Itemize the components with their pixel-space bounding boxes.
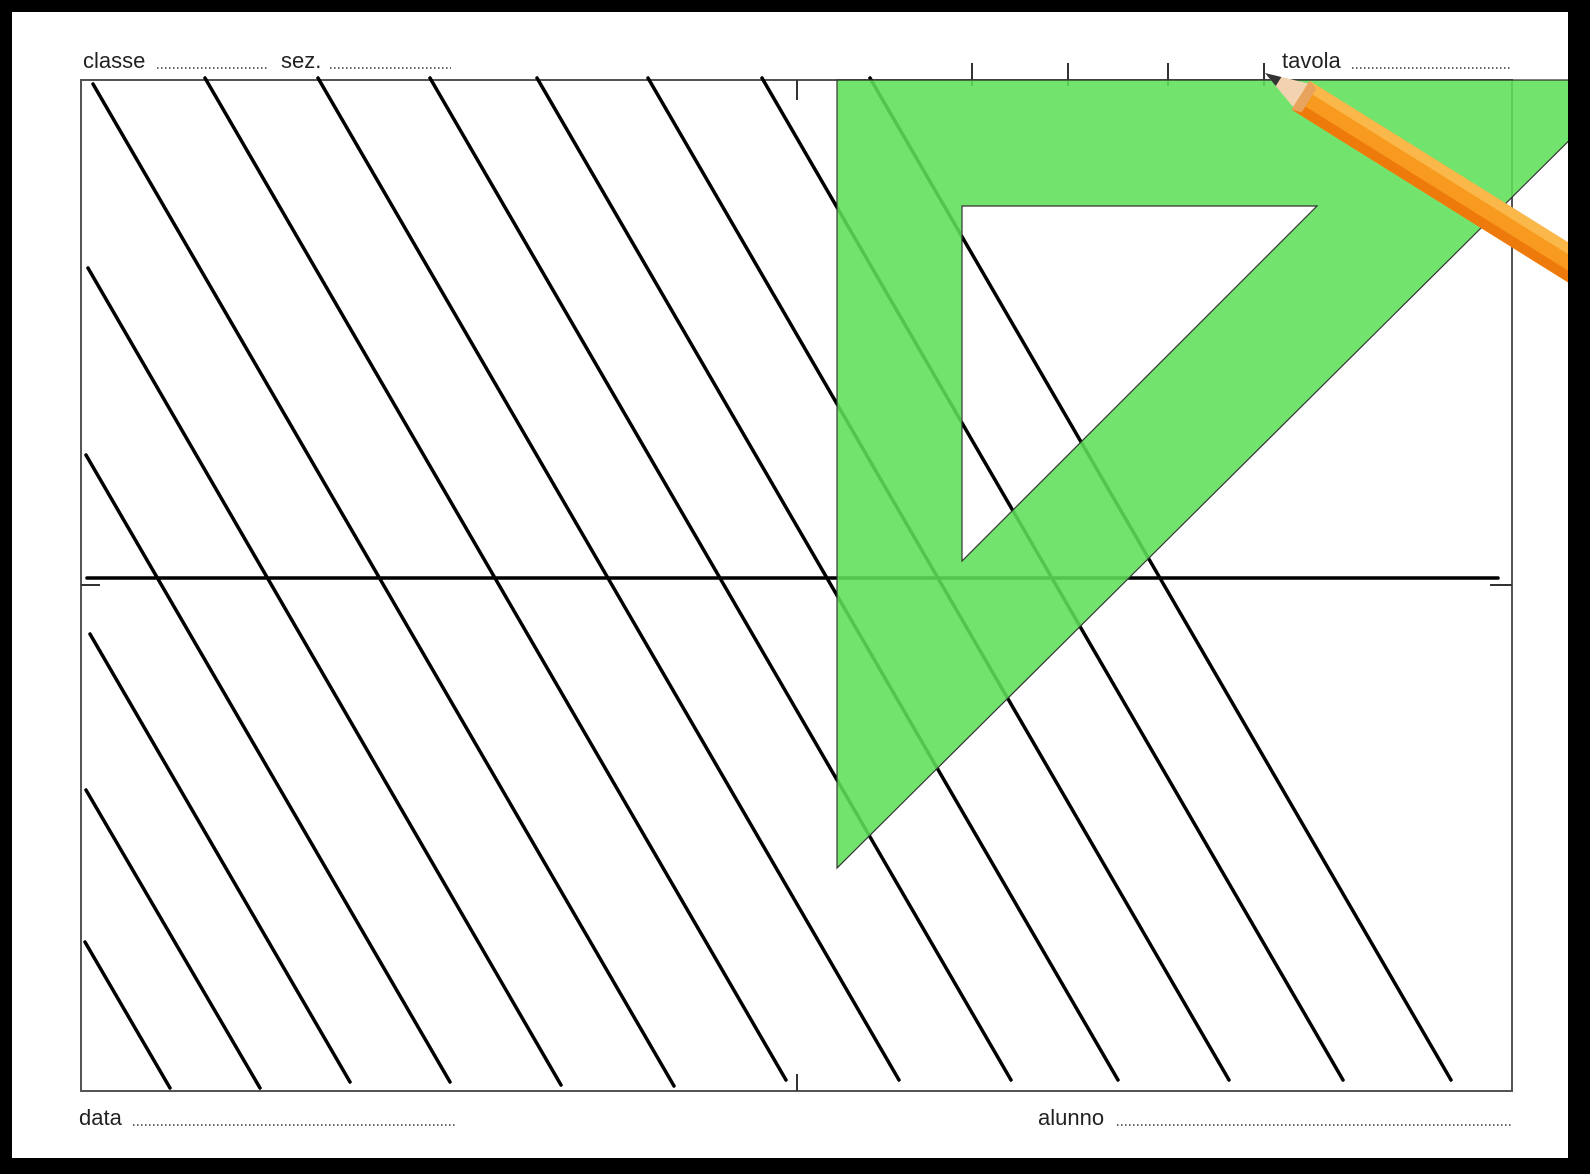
class-label: classe	[83, 48, 145, 73]
worksheet: classe sez. tavola data alunno	[0, 0, 1590, 1174]
page: classe sez. tavola data alunno	[0, 0, 1590, 1174]
student-label: alunno	[1038, 1105, 1104, 1130]
section-label: sez.	[281, 48, 321, 73]
date-label: data	[79, 1105, 123, 1130]
sheet-label: tavola	[1282, 48, 1341, 73]
